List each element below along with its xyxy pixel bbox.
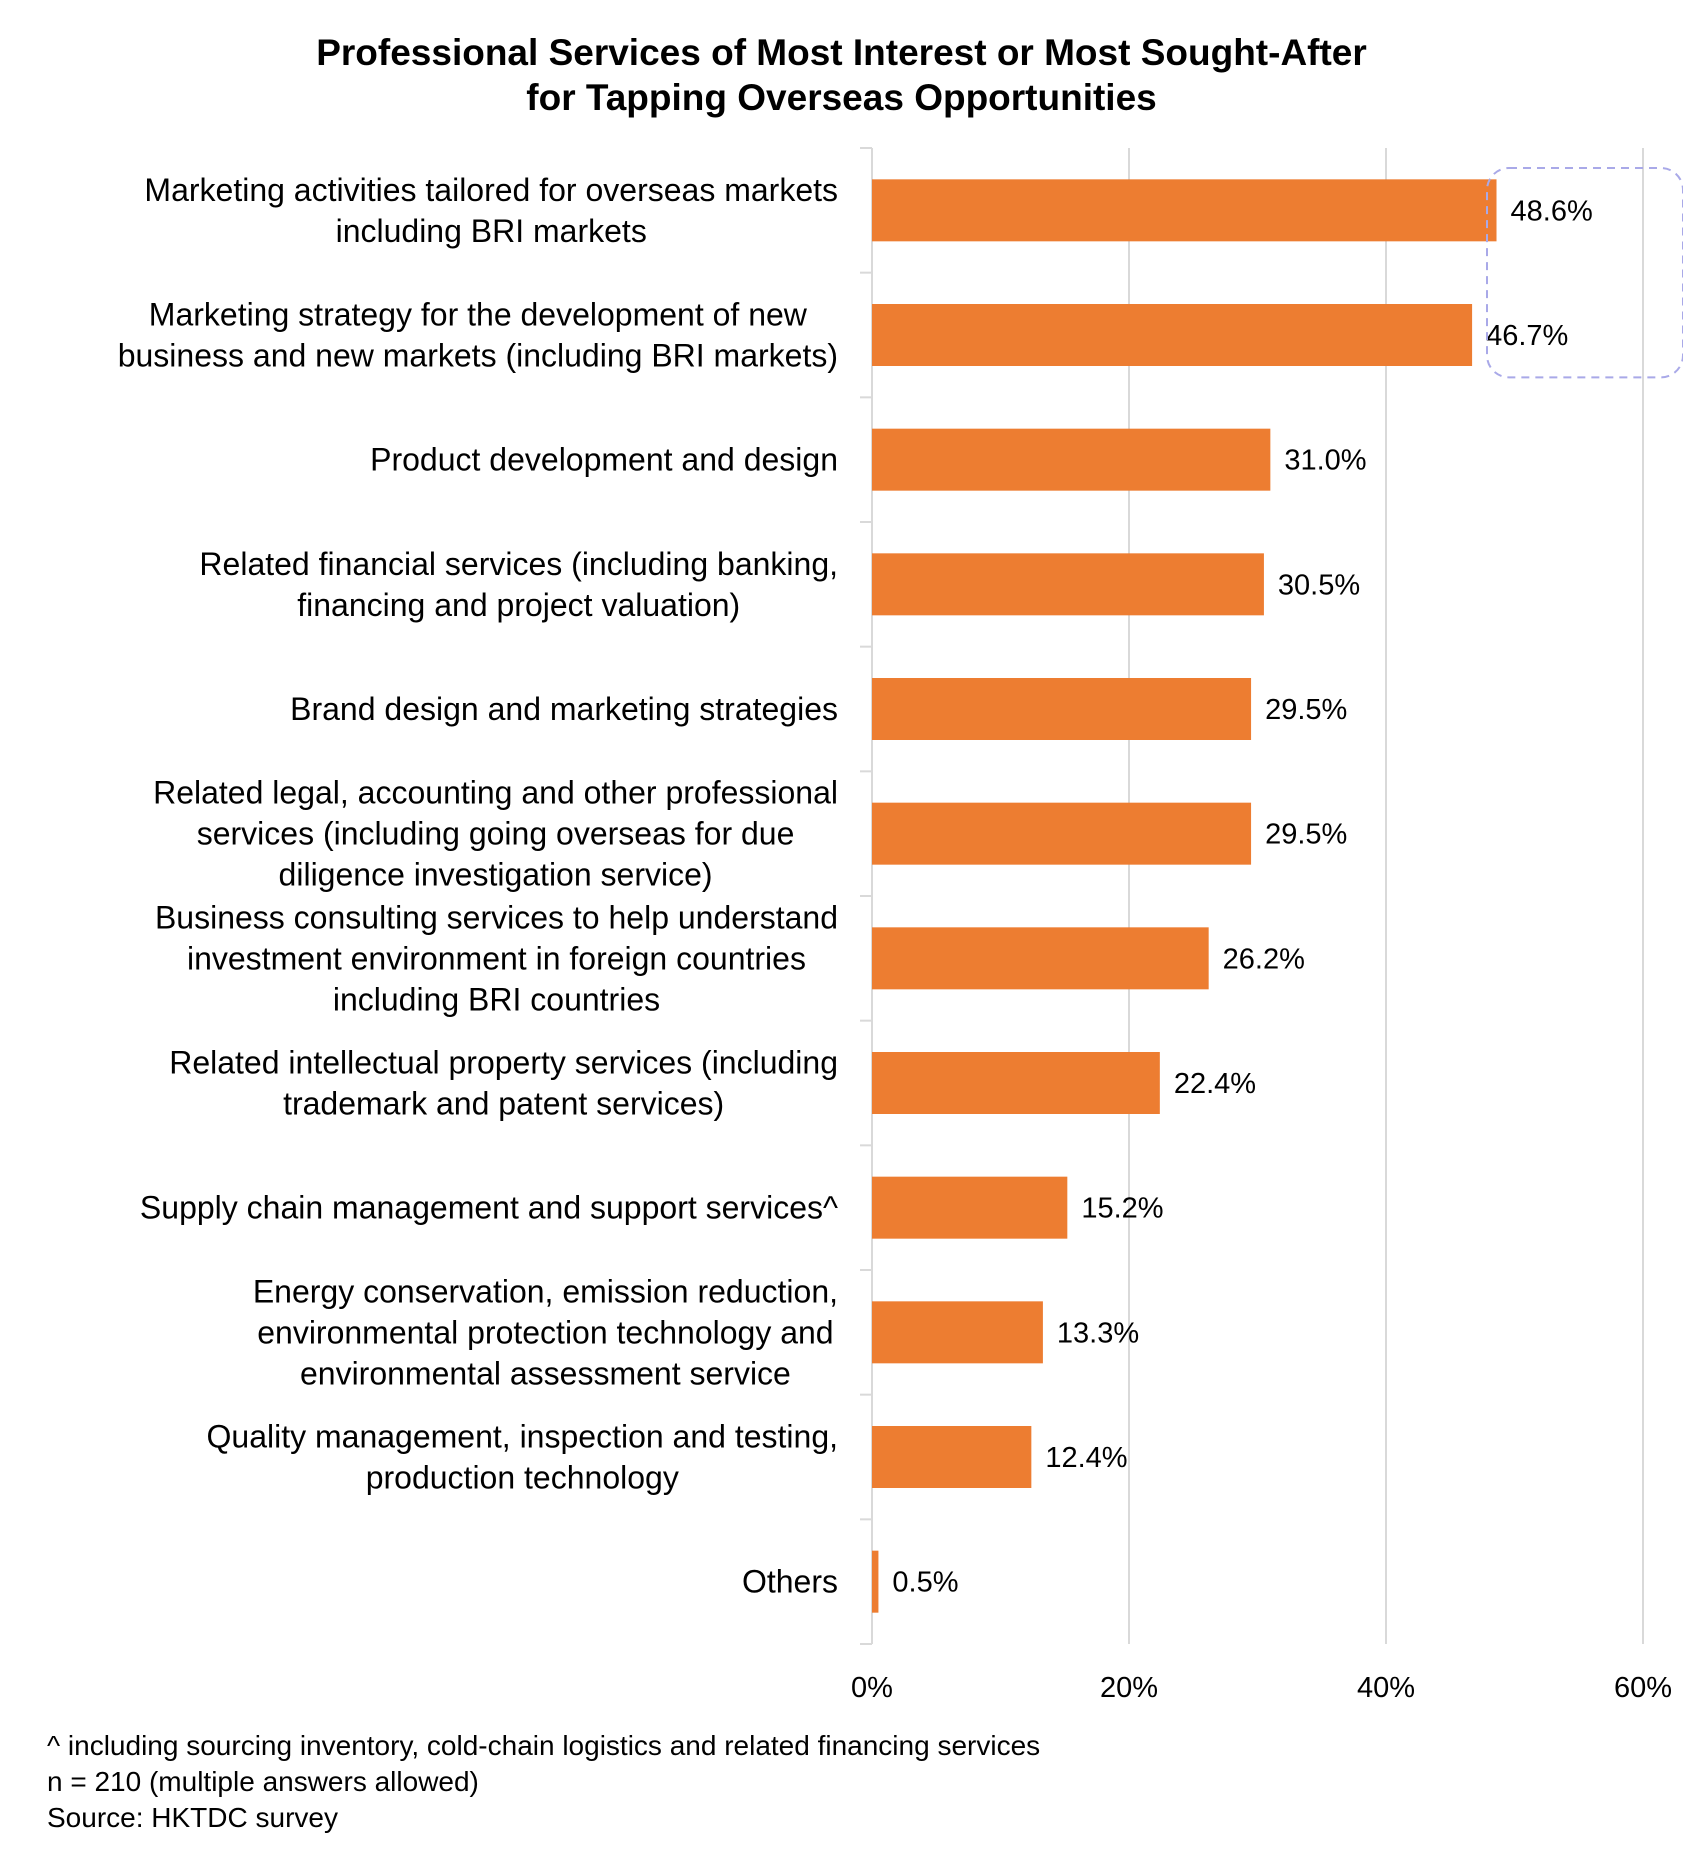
data-label: 29.5% [1265, 819, 1347, 851]
data-label: 0.5% [892, 1567, 958, 1599]
category-label: Marketing activities tailored for overse… [144, 172, 838, 208]
category-label: services (including going overseas for d… [197, 816, 795, 852]
data-label: 46.7% [1486, 320, 1568, 352]
data-label: 13.3% [1057, 1317, 1139, 1349]
category-label: Energy conservation, emission reduction, [253, 1273, 838, 1309]
category-label: Supply chain management and support serv… [140, 1190, 838, 1226]
category-label: environmental protection technology and [257, 1314, 833, 1350]
data-label: 15.2% [1081, 1193, 1163, 1225]
chart-title-line-2: for Tapping Overseas Opportunities [526, 77, 1157, 118]
category-label: Related financial services (including ba… [199, 546, 838, 582]
category-label: Product development and design [370, 442, 838, 478]
category-label: including BRI countries [333, 981, 660, 1017]
bar [872, 428, 1271, 491]
data-label: 12.4% [1045, 1442, 1127, 1474]
x-tick-label: 20% [1100, 1672, 1158, 1704]
category-label: including BRI markets [336, 213, 647, 249]
chart-title-line-1: Professional Services of Most Interest o… [316, 32, 1367, 73]
highlight-box [1486, 167, 1683, 379]
bar [872, 1426, 1032, 1488]
bar [872, 1301, 1043, 1364]
data-label: 22.4% [1174, 1068, 1256, 1100]
category-label: Business consulting services to help und… [155, 899, 838, 935]
bar [872, 553, 1264, 616]
category-label: production technology [366, 1460, 679, 1496]
category-label: Marketing strategy for the development o… [149, 297, 808, 333]
x-tick-label: 40% [1357, 1672, 1415, 1704]
data-label: 48.6% [1511, 195, 1593, 227]
bar [872, 802, 1252, 865]
category-label: trademark and patent services) [283, 1086, 724, 1122]
bar [872, 1052, 1160, 1114]
category-label: Others [742, 1564, 838, 1600]
x-tick-label: 0% [851, 1672, 893, 1704]
category-label: Related intellectual property services (… [169, 1045, 838, 1081]
footnote-sample-size: n = 210 (multiple answers allowed) [47, 1766, 479, 1797]
category-label: Quality management, inspection and testi… [207, 1419, 838, 1455]
category-label: Brand design and marketing strategies [290, 691, 838, 727]
data-label: 29.5% [1265, 694, 1347, 726]
footnote-source: Source: HKTDC survey [47, 1802, 338, 1833]
category-label: diligence investigation service) [279, 857, 713, 893]
bar [872, 304, 1473, 366]
bar [872, 678, 1252, 740]
x-tick-label: 60% [1614, 1672, 1672, 1704]
data-label: 30.5% [1278, 569, 1360, 601]
footnotes: ^ including sourcing inventory, cold-cha… [47, 1728, 1040, 1836]
bar [872, 179, 1497, 242]
bar [872, 927, 1209, 990]
category-label: financing and project valuation) [297, 587, 740, 623]
category-label: business and new markets (including BRI … [118, 338, 838, 374]
data-label: 26.2% [1223, 943, 1305, 975]
bar [872, 1550, 879, 1613]
chart-title: Professional Services of Most Interest o… [0, 30, 1683, 120]
bar [872, 1176, 1068, 1239]
category-label: environmental assessment service [300, 1355, 791, 1391]
footnote-supply-chain: ^ including sourcing inventory, cold-cha… [47, 1730, 1041, 1761]
data-label: 31.0% [1284, 445, 1366, 477]
category-label: investment environment in foreign countr… [187, 940, 806, 976]
category-label: Related legal, accounting and other prof… [153, 775, 838, 811]
